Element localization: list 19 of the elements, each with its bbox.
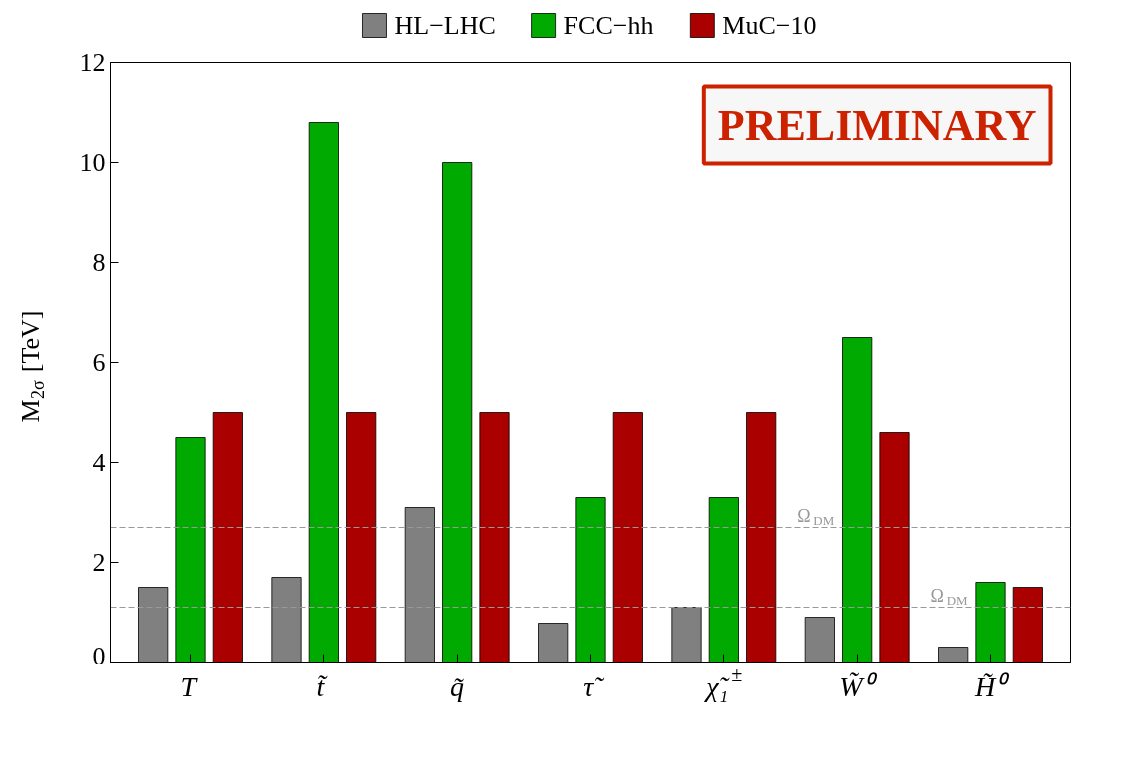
- x-tick-label: q̃: [449, 671, 465, 702]
- x-tick-label: H̃⁰: [974, 671, 1011, 702]
- y-tick-label: 12: [79, 48, 106, 77]
- y-tick-label: 4: [92, 448, 106, 477]
- x-tick-label: χ̃₁±: [703, 662, 743, 702]
- y-tick-label: 6: [92, 348, 106, 377]
- y-axis-title: M2σ [TeV]: [16, 310, 49, 423]
- y-tick-label: 8: [92, 248, 106, 277]
- y-tick-label: 0: [92, 641, 106, 671]
- legend-label: FCC−hh: [563, 11, 654, 40]
- legend-label: MuC−10: [722, 11, 817, 40]
- x-tick-label: τ̃: [583, 671, 606, 702]
- x-tick-label: t̃: [316, 671, 329, 702]
- y-tick-label: 2: [92, 548, 106, 577]
- x-tick-label: W̃⁰: [839, 671, 878, 702]
- y-tick-label: 10: [79, 148, 106, 177]
- annotation: PRELIMINARY: [717, 100, 1037, 150]
- x-tick-label: T: [180, 671, 199, 702]
- legend-label: HL−LHC: [394, 11, 496, 40]
